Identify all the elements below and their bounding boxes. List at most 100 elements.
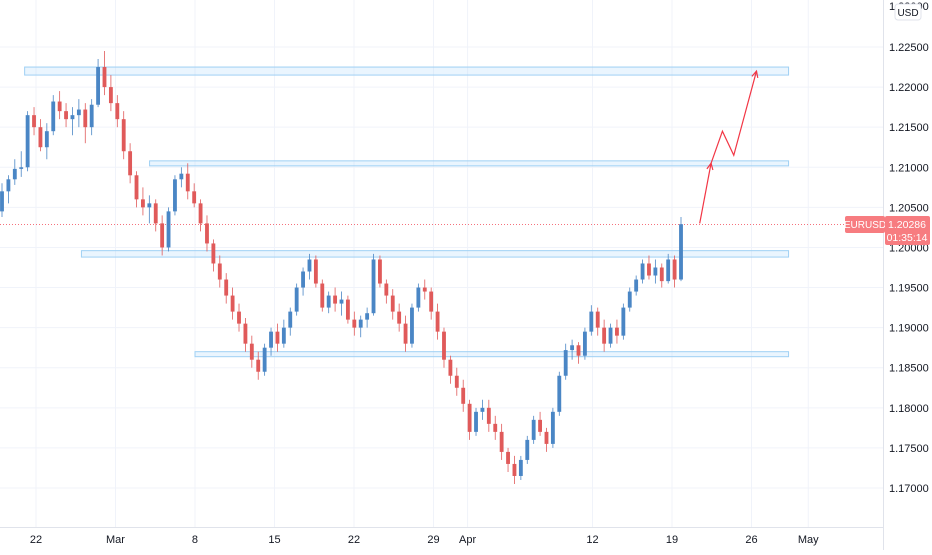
candle [237,303,241,332]
candle [595,307,600,336]
candle [115,95,120,128]
candle [102,51,107,96]
symbol-label: EURUSD [844,220,886,231]
currency-label: USD [897,8,918,19]
candle [384,279,389,304]
price-tick-label: 1.19500 [889,283,929,295]
candle [653,259,658,284]
price-tick-label: 1.18000 [889,403,929,415]
candle [493,415,498,440]
candle [499,423,504,460]
symbol-badge [845,216,885,233]
candle [153,199,158,232]
candle [461,379,466,412]
candle [467,399,472,440]
projection-segment [699,163,712,224]
price-tick-label: 1.18500 [889,363,929,375]
candle [192,183,197,208]
candle [378,255,382,288]
time-tick-label: 22 [30,534,42,546]
candle [442,327,446,368]
candle [57,91,62,120]
candle [179,167,184,188]
candle [474,407,478,436]
candle [454,367,459,396]
candle [371,253,376,316]
candle [288,307,293,336]
price-badge [885,216,930,245]
zone-rect[interactable] [194,351,790,358]
candle [217,255,222,288]
candle [345,295,350,324]
time-axis[interactable]: 22 Mar 8 15 22 29 Apr 12 19 26 May [30,534,819,546]
candle [582,327,587,360]
candle [230,287,235,320]
currency-button[interactable]: USD [894,3,922,21]
time-tick-label: 15 [268,534,280,546]
candle [435,303,440,340]
candle [269,327,273,356]
candle [12,159,17,185]
candle [570,339,575,360]
time-tick-label: May [798,534,819,546]
candle [634,275,639,296]
price-tick-label: 1.19000 [889,323,929,335]
candle [294,283,299,316]
price-tick-label: 1.21000 [889,162,929,174]
price-axis[interactable]: 1.22500 1.22000 1.21500 1.21000 1.20500 1.200… [889,42,929,495]
zone-rect[interactable] [80,250,790,258]
candle [141,187,145,216]
candle [198,199,203,232]
candle [0,183,4,217]
projection-segment [710,70,758,164]
candle [358,315,363,338]
candle [352,311,357,336]
candle [256,351,261,380]
candle [506,447,510,472]
candle [185,163,190,200]
price-tick-label: 1.20500 [889,202,929,214]
candle [70,107,75,136]
candle [640,259,645,284]
candle [550,407,555,448]
candle [173,175,177,216]
candle [160,215,165,256]
candle [307,253,312,280]
candle [531,415,536,444]
zones [24,66,790,358]
zone-rect[interactable] [24,66,790,76]
candle [128,143,133,184]
candle [429,287,434,320]
candle [25,111,30,172]
countdown-value: 01:35:14 [887,232,928,244]
candle [326,291,331,314]
price-tick-label: 1.17000 [889,483,929,495]
candle [589,305,594,336]
candle [313,255,318,288]
time-tick-label: 19 [666,534,678,546]
candle [403,315,408,352]
candle [621,303,626,340]
time-tick-label: Mar [106,534,125,546]
candle [486,399,491,432]
candle [410,303,414,348]
price-tick-label: 1.17500 [889,443,929,455]
candles [0,51,683,484]
candle [672,255,677,288]
candle [224,273,229,304]
candle [557,371,562,416]
candle [32,107,36,136]
zone-rect[interactable] [149,160,790,167]
candle [576,342,581,364]
candle [538,411,542,436]
candle [448,355,453,384]
candle [602,319,607,352]
candle [480,399,485,420]
candle [134,171,139,208]
candle [390,289,395,320]
time-tick-label: 8 [192,534,198,546]
time-tick-label: 29 [427,534,439,546]
candle [518,455,523,480]
